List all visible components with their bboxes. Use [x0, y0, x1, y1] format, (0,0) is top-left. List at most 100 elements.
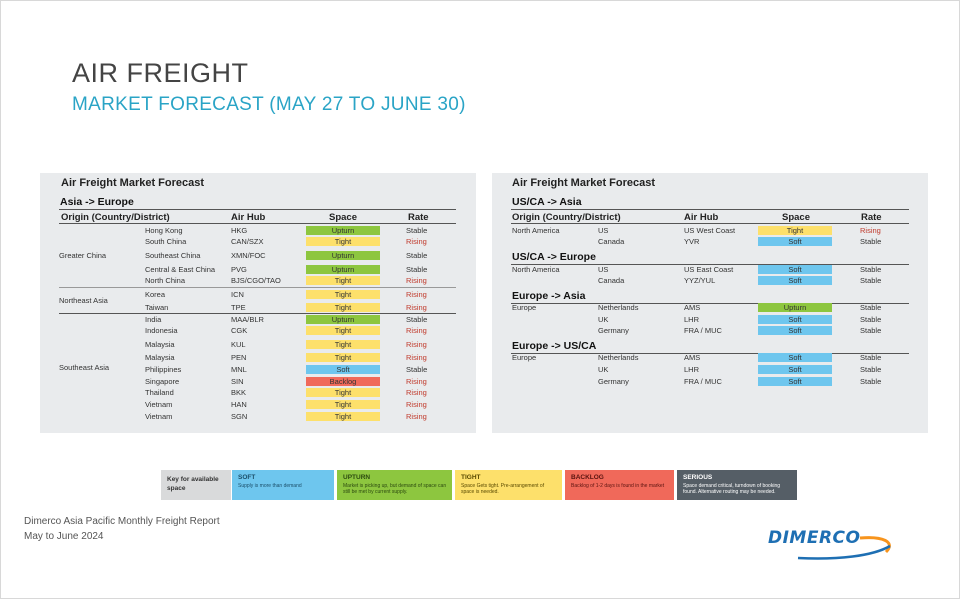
- space-status-badge: Soft: [758, 275, 832, 285]
- key-item-name: SOFT: [238, 474, 256, 481]
- rate-value: Rising: [406, 303, 427, 312]
- table-row-hub: TPE: [231, 303, 246, 312]
- space-status-badge: Tight: [306, 275, 380, 285]
- space-status-badge: Tight: [306, 411, 380, 421]
- space-status-badge: Tight: [306, 339, 380, 349]
- route-section-rule: [511, 303, 909, 304]
- table-row-hub: LHR: [684, 365, 700, 374]
- region-label: North America: [512, 226, 560, 235]
- key-item-description: Space demand critical, turndown of booki…: [683, 483, 781, 495]
- table-row-country: Hong Kong: [145, 226, 183, 235]
- rate-value: Stable: [860, 265, 882, 274]
- key-item-description: Market is picking up, but demand of spac…: [343, 483, 447, 495]
- rate-value: Stable: [860, 353, 882, 362]
- route-section-heading: US/CA -> Asia: [512, 196, 582, 208]
- table-row-hub: PEN: [231, 353, 247, 362]
- key-item-description: Supply is more than demand: [238, 483, 302, 489]
- right-panel-title: Air Freight Market Forecast: [512, 177, 656, 189]
- table-row-country: UK: [598, 365, 609, 374]
- rate-value: Stable: [406, 365, 428, 374]
- table-row-hub: FRA / MUC: [684, 326, 722, 335]
- table-row-country: India: [145, 315, 162, 324]
- space-status-badge: Tight: [306, 289, 380, 299]
- space-status-badge: Soft: [758, 236, 832, 246]
- space-status-badge: Upturn: [306, 264, 380, 274]
- table-row-country: Southeast China: [145, 251, 201, 260]
- key-item-tight: TIGHT Space Gets tight. Pre-arrangement o…: [455, 470, 562, 500]
- space-status-badge: Soft: [758, 376, 832, 386]
- rate-value: Stable: [860, 237, 882, 246]
- space-status-badge: Tight: [306, 399, 380, 409]
- space-status-badge: Tight: [758, 225, 832, 235]
- table-row-country: Indonesia: [145, 326, 178, 335]
- table-row-country: Central & East China: [145, 265, 216, 274]
- key-item-description: Space Gets tight. Pre-arrangement of spa…: [461, 483, 545, 495]
- col-header-space: Space: [329, 212, 357, 223]
- table-row-hub: US West Coast: [684, 226, 736, 235]
- table-row-hub: CAN/SZX: [231, 237, 264, 246]
- rate-value: Stable: [860, 377, 882, 386]
- table-row-country: Korea: [145, 290, 166, 299]
- space-status-badge: Upturn: [758, 302, 832, 312]
- table-row-country: North China: [145, 276, 186, 285]
- table-row-country: US: [598, 226, 609, 235]
- table-row-country: Canada: [598, 276, 625, 285]
- rate-value: Stable: [406, 315, 428, 324]
- table-row-country: Vietnam: [145, 412, 173, 421]
- table-row-hub: BJS/CGO/TAO: [231, 276, 281, 285]
- table-row-country: Taiwan: [145, 303, 169, 312]
- table-row-hub: SGN: [231, 412, 248, 421]
- table-row-country: Thailand: [145, 388, 174, 397]
- table-row-hub: LHR: [684, 315, 700, 324]
- table-row-hub: US East Coast: [684, 265, 734, 274]
- table-row-hub: SIN: [231, 377, 244, 386]
- rate-value: Rising: [406, 276, 427, 285]
- rate-value: Rising: [406, 412, 427, 421]
- key-item-soft: SOFT Supply is more than demand: [232, 470, 334, 500]
- table-row-hub: MNL: [231, 365, 247, 374]
- key-label: Key for available space: [167, 476, 219, 492]
- space-status-badge: Tight: [306, 352, 380, 362]
- right-header-rule: [511, 223, 909, 224]
- dimerco-logo: DIMERCO: [768, 528, 860, 548]
- table-row-country: Philippines: [145, 365, 182, 374]
- table-row-country: UK: [598, 315, 609, 324]
- rate-value: Rising: [406, 353, 427, 362]
- rate-value: Stable: [860, 303, 882, 312]
- region-label: North America: [512, 265, 560, 274]
- table-row-country: Canada: [598, 237, 625, 246]
- table-row-hub: KUL: [231, 340, 246, 349]
- table-row-hub: FRA / MUC: [684, 377, 722, 386]
- key-item-name: UPTURN: [343, 474, 371, 481]
- rate-value: Stable: [860, 326, 882, 335]
- table-row-hub: CGK: [231, 326, 248, 335]
- table-row-hub: XMN/FOC: [231, 251, 266, 260]
- table-row-hub: AMS: [684, 303, 701, 312]
- table-row-country: Germany: [598, 377, 629, 386]
- logo-text: DIMERCO: [768, 528, 861, 548]
- left-forecast-panel: [40, 173, 476, 433]
- table-row-country: Malaysia: [145, 353, 175, 362]
- left-panel-title: Air Freight Market Forecast: [61, 177, 205, 189]
- rate-value: Rising: [406, 326, 427, 335]
- col-header-origin: Origin (Country/District): [512, 212, 621, 223]
- space-status-badge: Soft: [306, 364, 380, 374]
- rate-value: Rising: [406, 340, 427, 349]
- rate-value: Stable: [860, 276, 882, 285]
- route-section-heading: Europe -> US/CA: [512, 340, 597, 352]
- table-row-country: Malaysia: [145, 340, 175, 349]
- table-row-hub: AMS: [684, 353, 701, 362]
- key-item-name: BACKLOG: [571, 474, 604, 481]
- rate-value: Stable: [406, 226, 428, 235]
- rate-value: Rising: [406, 237, 427, 246]
- space-status-badge: Upturn: [306, 225, 380, 235]
- table-row-hub: MAA/BLR: [231, 315, 264, 324]
- report-name: Dimerco Asia Pacific Monthly Freight Rep…: [24, 516, 220, 527]
- region-label: Europe: [512, 303, 537, 312]
- space-status-badge: Tight: [306, 302, 380, 312]
- col-header-rate: Rate: [408, 212, 429, 223]
- col-header-space: Space: [782, 212, 810, 223]
- group-label-greater-china: Greater China: [59, 251, 107, 260]
- col-header-hub: Air Hub: [231, 212, 266, 223]
- table-row-country: Vietnam: [145, 400, 173, 409]
